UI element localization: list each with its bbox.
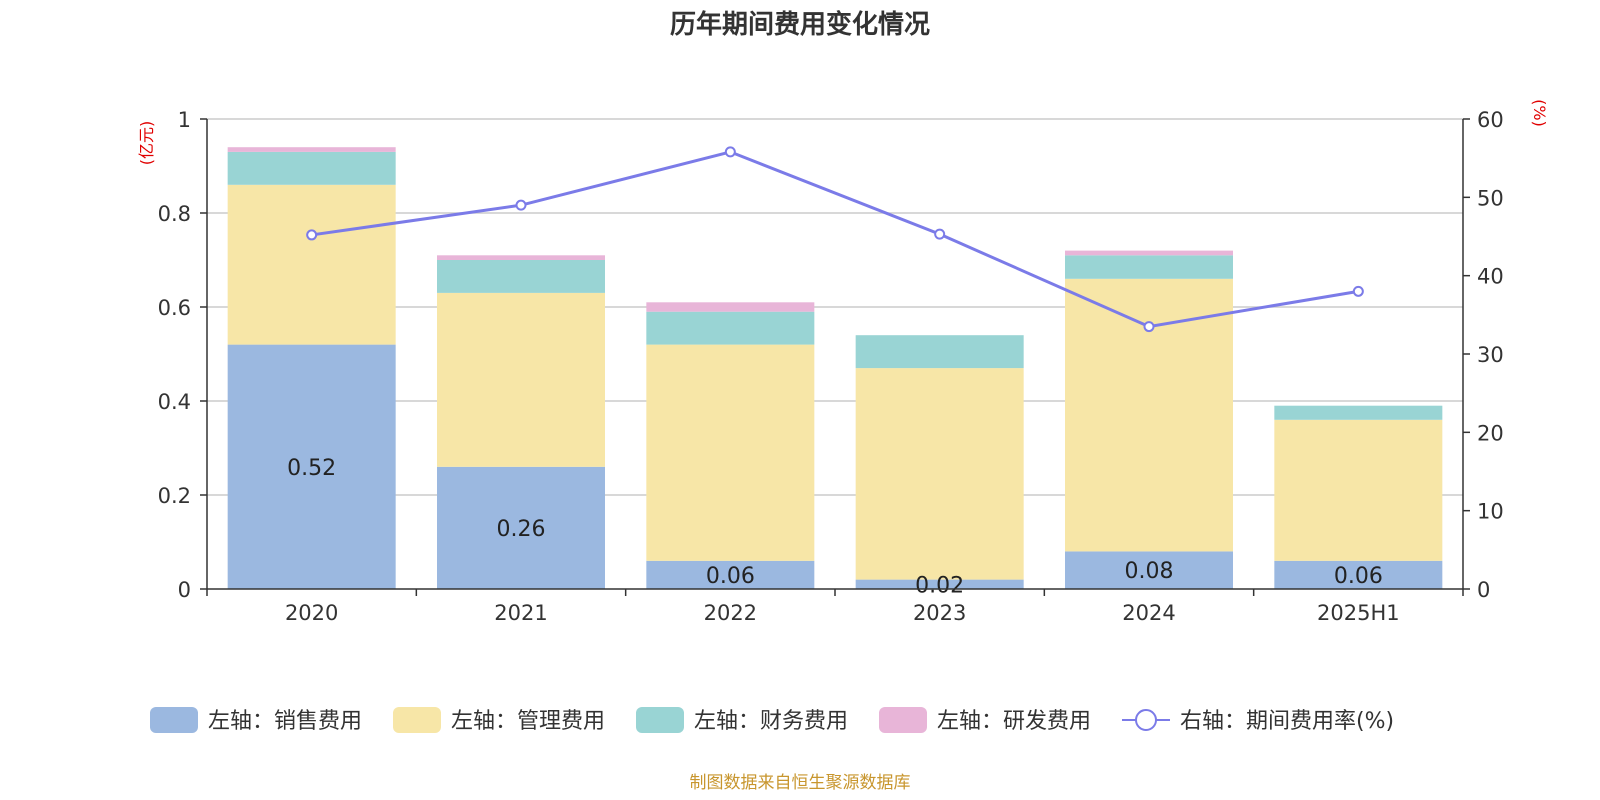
rate-point — [1143, 321, 1155, 333]
legend-label: 右轴：期间费用率(%) — [1180, 709, 1394, 734]
legend-swatch — [150, 707, 198, 733]
bar-segment-3 — [437, 260, 605, 293]
y-left-tick-label: 1 — [178, 108, 191, 132]
x-tick-label: 2021 — [494, 601, 547, 625]
bar-segment-2 — [437, 292, 605, 467]
bar-segment-1 — [227, 344, 396, 589]
y-right-tick-label: 10 — [1477, 500, 1504, 524]
bar-segment-1 — [855, 579, 1024, 589]
bar-value-label: 0.02 — [915, 573, 964, 598]
bar-segment-3 — [646, 311, 815, 345]
bar-value-label: 0.08 — [1125, 559, 1174, 584]
y-right-tick-label: 0 — [1477, 578, 1490, 602]
bar-segment-3 — [1274, 405, 1443, 420]
bar-segment-1 — [646, 560, 815, 589]
bar-segment-2 — [227, 184, 396, 345]
bar-segment-1 — [1274, 560, 1443, 589]
legend-swatch — [393, 707, 441, 733]
bar-segment-2 — [1065, 278, 1233, 552]
legend-circle-marker — [1135, 709, 1157, 731]
bar-segment-1 — [1065, 551, 1233, 589]
bar-segment-1 — [437, 466, 605, 589]
y-right-tick-label: 60 — [1477, 108, 1504, 132]
legend-label: 左轴：研发费用 — [937, 709, 1091, 734]
legend-label: 左轴：销售费用 — [208, 709, 362, 734]
bar-value-label: 0.06 — [706, 564, 755, 589]
y-right-tick-label: 50 — [1477, 186, 1504, 210]
bar-value-label: 0.52 — [287, 456, 336, 481]
bar-value-label: 0.26 — [497, 517, 546, 542]
rate-point — [934, 228, 946, 240]
x-tick-label: 2024 — [1122, 601, 1175, 625]
bar-segment-2 — [646, 344, 815, 561]
y-right-tick-label: 30 — [1477, 343, 1504, 367]
bar-segment-2 — [855, 368, 1024, 580]
bar-segment-4 — [1065, 250, 1233, 256]
y-left-tick-label: 0.8 — [158, 202, 191, 226]
x-tick-label: 2020 — [285, 601, 338, 625]
x-tick-label: 2023 — [913, 601, 966, 625]
rate-point — [1352, 285, 1364, 297]
bar-segment-3 — [1065, 255, 1233, 279]
data-source-note: 制图数据来自恒生聚源数据库 — [689, 773, 911, 793]
rate-point — [515, 199, 527, 211]
bar-segment-4 — [646, 302, 815, 312]
legend-swatch — [636, 707, 684, 733]
legend-swatch — [879, 707, 927, 733]
chart-title: 历年期间费用变化情况 — [669, 10, 930, 40]
y-left-tick-label: 0.6 — [158, 296, 191, 320]
y-left-tick-label: 0 — [178, 578, 191, 602]
legend-label: 左轴：管理费用 — [451, 709, 605, 734]
x-tick-label: 2022 — [704, 601, 757, 625]
rate-point — [306, 229, 318, 241]
y-left-tick-label: 0.2 — [158, 484, 191, 508]
bar-segment-3 — [855, 335, 1024, 369]
bar-segment-3 — [227, 151, 396, 185]
bar-segment-4 — [227, 147, 396, 152]
y-right-tick-label: 20 — [1477, 421, 1504, 445]
bar-segment-2 — [1274, 419, 1443, 561]
y-left-unit-label: (亿元) — [137, 121, 156, 166]
y-left-tick-label: 0.4 — [158, 390, 191, 414]
rate-point — [724, 146, 736, 158]
bar-value-label: 0.06 — [1334, 564, 1383, 589]
bar-segment-4 — [437, 255, 605, 260]
x-tick-label: 2025H1 — [1317, 601, 1400, 625]
y-right-unit-label: (%) — [1530, 99, 1549, 127]
y-right-tick-label: 40 — [1477, 265, 1504, 289]
legend-label: 左轴：财务费用 — [694, 709, 848, 734]
rate-line — [311, 150, 1359, 329]
